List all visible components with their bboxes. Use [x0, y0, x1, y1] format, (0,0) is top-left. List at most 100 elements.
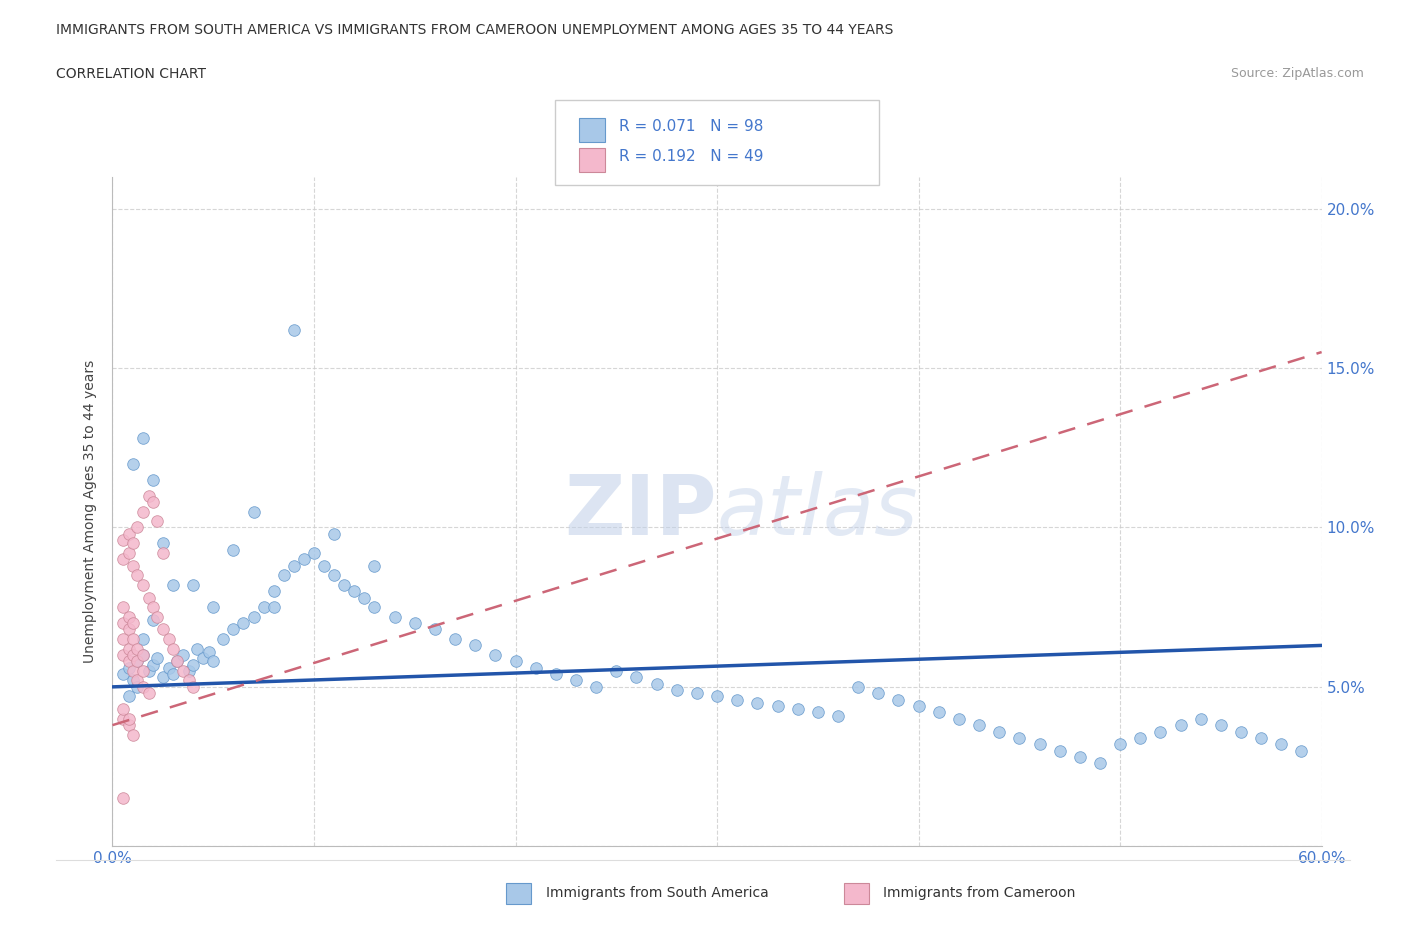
Text: R = 0.192   N = 49: R = 0.192 N = 49 — [619, 149, 763, 164]
Point — [565, 673, 588, 688]
Point — [152, 622, 174, 637]
Point — [887, 692, 910, 707]
Point — [162, 641, 184, 656]
Point — [111, 600, 134, 615]
Point — [312, 558, 335, 573]
Point — [807, 705, 830, 720]
Point — [111, 631, 134, 646]
Point — [166, 654, 188, 669]
Point — [138, 663, 160, 678]
Y-axis label: Unemployment Among Ages 35 to 44 years: Unemployment Among Ages 35 to 44 years — [83, 360, 97, 663]
Point — [524, 660, 547, 675]
Point — [242, 609, 264, 624]
Point — [117, 641, 139, 656]
Point — [117, 711, 139, 726]
Point — [222, 542, 245, 557]
Point — [152, 546, 174, 561]
Point — [121, 727, 143, 742]
Point — [181, 658, 204, 672]
Point — [585, 680, 607, 695]
Point — [162, 667, 184, 682]
Point — [121, 616, 143, 631]
Point — [172, 663, 194, 678]
Point — [464, 638, 486, 653]
Point — [138, 488, 160, 503]
Point — [384, 609, 406, 624]
Point — [181, 578, 204, 592]
Point — [117, 654, 139, 669]
Point — [111, 647, 134, 662]
Point — [111, 533, 134, 548]
Point — [212, 631, 235, 646]
Point — [121, 673, 143, 688]
Point — [1008, 730, 1031, 745]
Point — [665, 683, 688, 698]
Point — [157, 631, 180, 646]
Point — [177, 663, 200, 678]
Point — [121, 558, 143, 573]
Point — [967, 718, 990, 733]
Point — [323, 526, 346, 541]
Point — [645, 676, 668, 691]
Text: atlas: atlas — [717, 471, 918, 552]
Point — [142, 658, 165, 672]
Point — [198, 644, 221, 659]
Point — [786, 702, 808, 717]
Point — [1189, 711, 1212, 726]
Point — [157, 660, 180, 675]
Point — [132, 431, 155, 445]
Point — [111, 711, 134, 726]
Point — [706, 689, 728, 704]
Point — [242, 504, 264, 519]
Point — [117, 622, 139, 637]
Point — [111, 551, 134, 566]
Point — [323, 568, 346, 583]
Point — [125, 568, 148, 583]
Point — [146, 651, 169, 666]
Point — [121, 457, 143, 472]
Point — [138, 591, 160, 605]
Point — [263, 600, 285, 615]
Point — [363, 600, 385, 615]
Point — [117, 546, 139, 561]
Point — [121, 536, 143, 551]
Point — [146, 513, 169, 528]
Point — [132, 578, 155, 592]
Text: Source: ZipAtlas.com: Source: ZipAtlas.com — [1230, 67, 1364, 80]
Point — [1069, 750, 1091, 764]
Point — [232, 616, 254, 631]
Point — [166, 654, 188, 669]
Point — [132, 680, 155, 695]
Point — [202, 600, 225, 615]
Point — [202, 654, 225, 669]
Point — [725, 692, 748, 707]
Point — [1049, 743, 1071, 758]
Point — [846, 680, 869, 695]
Point — [907, 698, 929, 713]
Point — [132, 647, 155, 662]
Point — [111, 702, 134, 717]
Point — [142, 613, 165, 628]
Point — [125, 673, 148, 688]
Point — [353, 591, 375, 605]
Point — [125, 641, 148, 656]
Point — [292, 551, 315, 566]
Point — [186, 641, 208, 656]
Point — [505, 654, 527, 669]
Point — [132, 631, 155, 646]
Point — [263, 584, 285, 599]
Point — [181, 680, 204, 695]
Point — [117, 660, 139, 675]
Point — [686, 685, 709, 700]
Point — [363, 558, 385, 573]
Point — [222, 622, 245, 637]
Point — [948, 711, 970, 726]
Point — [928, 705, 950, 720]
Point — [125, 654, 148, 669]
Point — [444, 631, 467, 646]
Text: IMMIGRANTS FROM SOUTH AMERICA VS IMMIGRANTS FROM CAMEROON UNEMPLOYMENT AMONG AGE: IMMIGRANTS FROM SOUTH AMERICA VS IMMIGRA… — [56, 23, 894, 37]
Point — [544, 667, 567, 682]
Point — [117, 718, 139, 733]
Point — [302, 546, 325, 561]
Point — [152, 670, 174, 684]
